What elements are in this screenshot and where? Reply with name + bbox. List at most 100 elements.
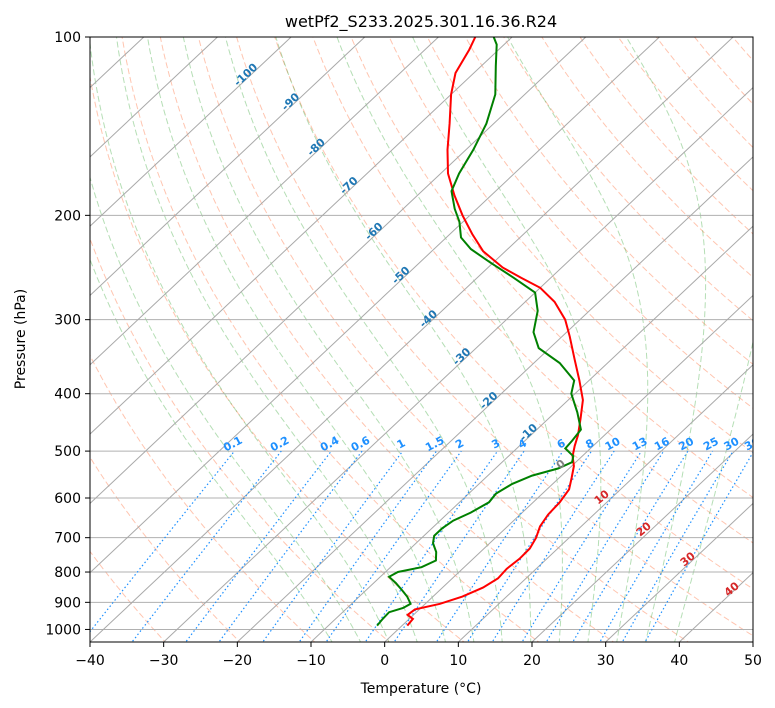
x-tick-label: 50 xyxy=(744,653,762,669)
y-tick-label: 200 xyxy=(54,208,81,224)
y-tick-label: 300 xyxy=(54,313,81,329)
y-tick-label: 1000 xyxy=(45,622,81,638)
mixing-ratio-label: 36 xyxy=(742,435,762,454)
y-tick-label: 100 xyxy=(54,30,81,46)
mixing-ratio-label: 20 xyxy=(676,435,696,454)
y-tick-label: 400 xyxy=(54,387,81,403)
x-tick-label: 20 xyxy=(523,653,541,669)
isotherm-label: -40 xyxy=(417,307,441,330)
grid-lines xyxy=(90,37,753,630)
mixing-ratio-line xyxy=(644,451,753,642)
isotherm-line xyxy=(236,156,753,642)
isotherm-label: -100 xyxy=(231,60,260,89)
isotherm-line xyxy=(531,433,753,642)
mixing-ratio-label: 8 xyxy=(583,436,596,451)
mixing-ratio-line xyxy=(298,450,437,642)
dry-adiabat-line xyxy=(90,354,316,642)
mixing-ratio-line xyxy=(262,450,404,642)
background-line-labels: -100-90-80-70-60-50-40-30-20-100.1 0.2 0.4… xyxy=(221,60,762,599)
mixing-ratio-line xyxy=(621,450,734,642)
mixing-ratio-line xyxy=(131,450,282,642)
x-axis-label: Temperature (°C) xyxy=(360,681,482,697)
chart-title: wetPf2_S233.2025.301.16.36.R24 xyxy=(285,12,557,32)
moist-adiabat-line xyxy=(182,37,475,642)
dry-adiabat-line xyxy=(274,37,753,590)
mixing-ratio-lines xyxy=(90,450,753,642)
x-tick-label: 40 xyxy=(670,653,688,669)
y-tick-label: 500 xyxy=(54,444,81,460)
mixing-ratio-label: 25 xyxy=(701,435,721,454)
x-tick-label: −20 xyxy=(223,653,253,669)
moist-adiabat-line xyxy=(625,37,707,642)
moist-adiabat-line xyxy=(90,257,333,642)
isotherm-line xyxy=(678,572,753,642)
mixing-ratio-label: 16 xyxy=(652,435,672,454)
isotherm-line xyxy=(0,37,70,642)
x-tick-label: −40 xyxy=(75,653,105,669)
mixing-ratio-label: 30 xyxy=(722,435,742,454)
isotherm-label: -90 xyxy=(279,90,303,113)
isotherm-line xyxy=(457,364,753,642)
dry-adiabat-line xyxy=(350,37,753,499)
x-tick-label: 10 xyxy=(449,653,467,669)
dewpoint-line xyxy=(376,37,582,627)
mixing-ratio-line xyxy=(545,450,665,642)
profile-series xyxy=(376,37,584,627)
isotherm-line xyxy=(90,37,439,366)
y-tick-label: 600 xyxy=(54,491,81,507)
isotherm-label: -20 xyxy=(477,389,501,412)
dry-adiabat-line xyxy=(759,24,775,645)
mixing-ratio-line xyxy=(572,450,689,642)
isotherm-line xyxy=(605,502,753,642)
dry-adiabat-line xyxy=(617,37,753,192)
y-tick-label: 700 xyxy=(54,531,81,547)
dry-adiabat-line xyxy=(388,37,753,454)
mixing-ratio-line xyxy=(218,450,363,642)
mixing-ratio-line xyxy=(491,450,615,642)
dry-adiabat-line xyxy=(159,37,615,642)
moist-adiabat-line xyxy=(90,38,390,642)
mixing-ratio-label: 13 xyxy=(630,435,650,454)
dry-adiabat-label: 20 xyxy=(634,519,654,539)
isotherm-line xyxy=(90,37,292,227)
isotherm-label: -80 xyxy=(305,135,329,158)
y-axis-label: Pressure (hPa) xyxy=(13,289,29,389)
mixing-ratio-label: 2 xyxy=(453,436,466,451)
moist-adiabat-line xyxy=(90,175,362,642)
x-tick-label: −10 xyxy=(296,653,326,669)
y-tick-label: 800 xyxy=(54,565,81,581)
dry-adiabat-line xyxy=(731,37,753,62)
isotherm-line xyxy=(384,294,753,642)
x-tick-label: 0 xyxy=(380,653,389,669)
x-tick-label: 30 xyxy=(597,653,615,669)
dry-adiabat-label: 10 xyxy=(592,487,612,507)
isotherm-line xyxy=(90,37,218,158)
mixing-ratio-line xyxy=(185,450,332,642)
isotherm-line xyxy=(90,37,660,574)
axis-ticks: −40 −30 −20 −10 0 10 20 30 40 50 1000 900 800 700 600 5… xyxy=(45,30,762,669)
plot-frame xyxy=(89,36,754,643)
moist-adiabat-line xyxy=(412,37,602,642)
dry-adiabat-line xyxy=(426,37,753,409)
isotherm-line xyxy=(163,86,753,642)
dry-adiabat-line xyxy=(464,37,753,365)
dry-adiabat-line xyxy=(121,37,540,642)
isotherm-label: -70 xyxy=(337,174,361,197)
isotherm-line xyxy=(310,225,753,642)
mixing-ratio-label: 1 xyxy=(395,436,408,451)
y-tick-label: 900 xyxy=(54,595,81,611)
isotherms xyxy=(0,37,753,642)
moist-adiabat-line xyxy=(507,37,649,642)
mixing-ratio-line xyxy=(599,450,714,642)
x-tick-label: −30 xyxy=(149,653,179,669)
mixing-ratio-line xyxy=(325,450,462,642)
mixing-ratio-label: 10 xyxy=(603,435,623,454)
mixing-ratio-line xyxy=(364,450,498,642)
dry-adiabat-line xyxy=(312,37,753,544)
dry-adiabat-label: 40 xyxy=(722,579,742,599)
dry-adiabat-line xyxy=(90,237,391,642)
mixing-ratio-line xyxy=(435,450,564,642)
moist-adiabat-line xyxy=(275,37,532,642)
isotherm-line xyxy=(90,37,734,642)
